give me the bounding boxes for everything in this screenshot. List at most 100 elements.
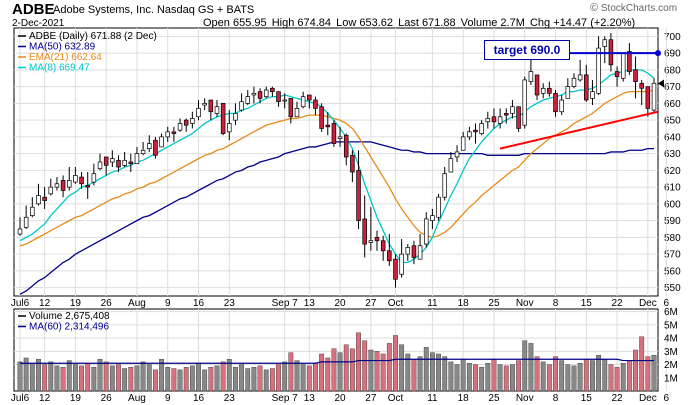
legend-label: MA(8) 669.47 [29, 63, 90, 74]
volume-bar [294, 360, 300, 392]
candle-body [374, 237, 380, 242]
candle-body [251, 92, 257, 96]
candle-body [467, 131, 472, 138]
date-tick-label: 11 [427, 393, 438, 404]
candle-body [288, 97, 294, 118]
date-tick-label: 11 [427, 298, 438, 309]
volume-bar [122, 368, 128, 392]
volume-bar [651, 355, 657, 392]
candle-body [159, 136, 164, 148]
low-label: Low [336, 17, 357, 29]
low-value: 653.62 [359, 17, 394, 29]
candle-body [196, 108, 201, 118]
volume-tick-label: 4M [664, 334, 678, 345]
volume-value: 2.7M [500, 17, 525, 29]
candle-body [356, 170, 361, 221]
candle-body [559, 99, 564, 113]
volume-bar [540, 361, 546, 392]
volume-bar [510, 364, 515, 392]
volume-bar [72, 364, 78, 392]
candle-body [48, 186, 54, 195]
open-label: Open [203, 17, 230, 29]
date-tick-label: 15 [581, 393, 593, 404]
price-tick-label: 570 [664, 250, 681, 261]
price-tick-label: 580 [664, 233, 681, 244]
volume-bar [583, 359, 589, 392]
date-tick-label: 13 [304, 393, 316, 404]
candle-body [257, 91, 263, 99]
candle-body [460, 136, 466, 151]
candle-body [300, 96, 306, 108]
volume-bar [429, 352, 435, 392]
volume-bar [29, 363, 35, 392]
volume-bar [633, 349, 638, 392]
date-tick-label: 19 [70, 393, 82, 404]
volume-bar [448, 361, 454, 392]
volume-bar [546, 364, 552, 392]
date-tick-label: Aug [128, 298, 146, 309]
volume-bar [553, 356, 558, 392]
volume-bar [300, 364, 306, 392]
candle-body [627, 51, 632, 72]
exchange-name: Nasdaq GS + BATS [156, 4, 255, 16]
candle-body [36, 195, 41, 205]
date-tick-label: Jul6 [11, 393, 30, 404]
change-label: Chg [529, 17, 551, 29]
brand-watermark[interactable]: © StockCharts.com [590, 2, 677, 14]
volume-bar [411, 359, 417, 392]
date-tick-label: 27 [365, 393, 377, 404]
candle-body [479, 123, 484, 134]
candle-body [140, 149, 146, 154]
volume-bar [313, 363, 318, 392]
candle-body [79, 176, 84, 185]
open-value: 655.95 [232, 17, 267, 29]
candle-body [565, 86, 571, 99]
candle-body [73, 175, 78, 183]
volume-bar [103, 361, 109, 392]
price-tick-label: 650 [664, 116, 681, 127]
candle-body [584, 74, 589, 101]
volume-bar [522, 340, 528, 392]
volume-bar [386, 343, 392, 392]
volume-bar [269, 368, 275, 392]
price-tick-label: 560 [664, 266, 681, 277]
ema21-line [19, 89, 655, 247]
volume-bar [288, 352, 294, 392]
candle-body [17, 228, 23, 235]
volume-bar [626, 360, 632, 392]
candle-body [171, 131, 177, 134]
volume-tick-label: 3M [664, 347, 678, 358]
volume-bar [620, 363, 626, 392]
candle-body [430, 215, 435, 221]
date-tick-label: 12 [39, 393, 51, 404]
candle-body [183, 119, 189, 126]
volume-bar [368, 349, 374, 392]
legend-label: EMA(21) 662.64 [29, 52, 102, 63]
volume-bar [85, 363, 91, 392]
candle-body [30, 206, 35, 216]
volume-bar [417, 356, 423, 392]
volume-bar [362, 340, 368, 392]
last-value: 671.88 [421, 17, 456, 29]
volume-bar [146, 364, 152, 392]
volume-ma60-line [20, 358, 654, 364]
volume-bar [134, 365, 140, 392]
volume-bar [405, 353, 411, 392]
volume-bar [516, 360, 521, 392]
volume-bar [282, 361, 288, 392]
volume-label: Volume [460, 17, 498, 29]
candle-body [220, 103, 226, 134]
trendline [499, 110, 659, 150]
candle-body [23, 216, 29, 228]
candle-body [307, 94, 312, 101]
candle-body [97, 161, 103, 170]
price-tick-label: 690 [664, 49, 681, 60]
candle-body [110, 158, 115, 163]
candle-body [651, 82, 657, 111]
volume-bar [208, 366, 214, 392]
candle-body [350, 154, 355, 173]
candle-body [190, 118, 195, 124]
volume-bar [165, 366, 171, 392]
date-tick-label: Aug [128, 393, 146, 404]
candle-body [343, 134, 349, 158]
